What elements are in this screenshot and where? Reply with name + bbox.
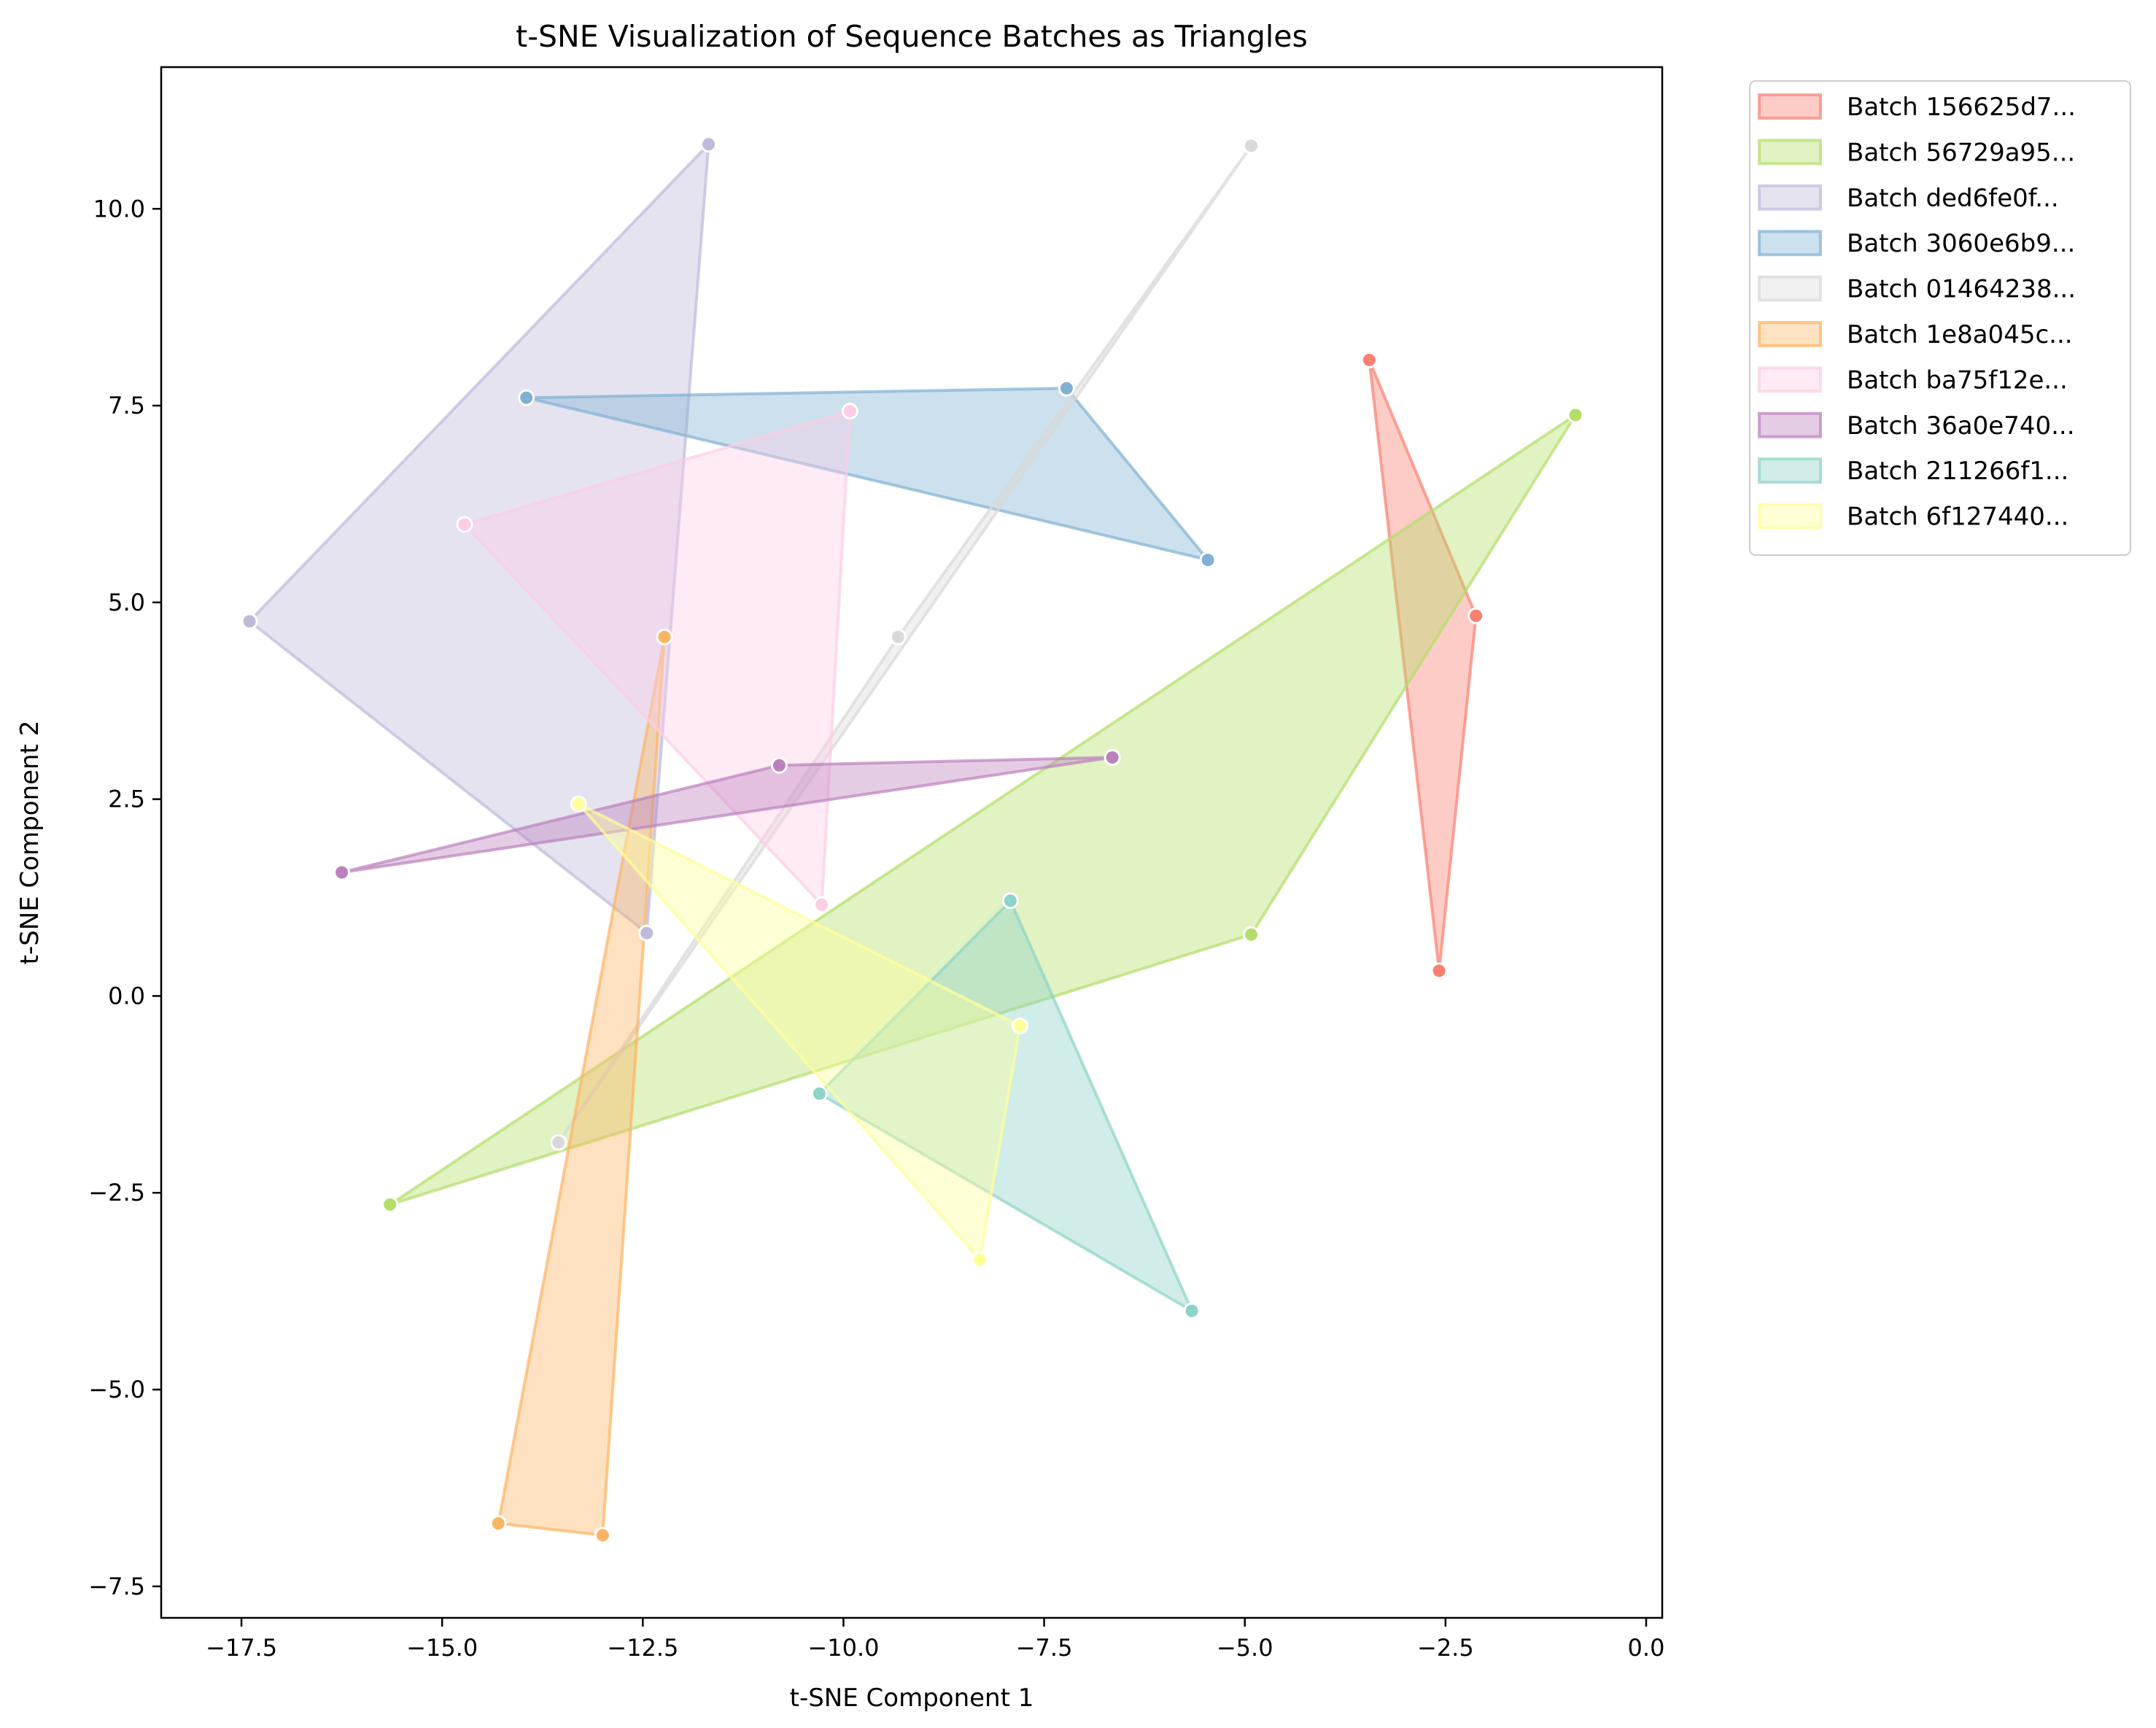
point-batch-1-2 [381,1196,399,1213]
triangle-batch-4 [557,144,1253,1144]
y-tick-label: 10.0 [93,195,145,222]
legend-swatch [1758,366,1822,393]
y-tick-label: 7.5 [108,392,145,419]
triangle-batch-9 [577,802,1022,1261]
x-tick-label: 0.0 [1628,1634,1665,1662]
point-batch-6-2 [813,896,831,913]
legend-swatch [1758,321,1822,347]
triangle-batch-3 [524,387,1210,562]
legend-label: Batch 211266f1... [1847,457,2068,486]
point-batch-3-0 [1058,379,1075,397]
point-batch-4-2 [550,1134,567,1151]
legend-swatch [1758,139,1822,166]
point-batch-8-2 [1183,1302,1201,1320]
point-batch-6-0 [841,403,858,420]
triangle-batch-6 [463,409,852,907]
legend-label: Batch 156625d7... [1847,93,2076,122]
y-axis-title: t-SNE Component 2 [15,721,44,965]
point-batch-5-2 [594,1527,611,1544]
y-tick-label: −7.5 [88,1573,145,1600]
triangle-batch-0 [1368,358,1478,972]
legend-frame [1749,80,2131,556]
point-batch-1-1 [1243,926,1260,943]
x-tick-label: −15.0 [406,1634,478,1662]
legend-label: Batch 6f127440... [1847,503,2068,532]
legend-swatch [1758,411,1822,438]
legend-label: Batch 1e8a045c... [1847,320,2073,349]
legend-swatch [1758,93,1822,120]
y-tick-label: 5.0 [108,589,145,616]
x-tick-label: −2.5 [1417,1634,1474,1662]
point-batch-0-2 [1430,962,1448,980]
point-batch-2-2 [638,924,656,942]
point-batch-4-0 [1243,137,1260,155]
point-batch-2-1 [241,613,258,630]
point-batch-6-1 [456,516,473,533]
point-batch-7-2 [333,864,351,881]
triangles-layer [248,142,1578,1537]
plot-area [161,67,1662,1618]
point-batch-0-0 [1360,352,1378,368]
legend-items: Batch 156625d7... Batch 56729a95... Batch … [1758,93,2076,532]
point-batch-1-0 [1567,406,1584,424]
x-tick-label: −7.5 [1016,1634,1073,1662]
point-batch-4-1 [889,628,907,646]
legend-label: Batch ded6fe0f... [1847,184,2059,213]
legend-swatch [1758,230,1822,257]
x-tick-label: −17.5 [206,1634,277,1662]
triangle-batch-5 [497,635,666,1537]
point-batch-8-1 [810,1085,828,1102]
point-batch-9-0 [570,795,587,813]
x-tick-label: −10.0 [807,1634,879,1662]
plot-frame [160,66,1664,1619]
legend-swatch [1758,275,1822,302]
legend-label: Batch 36a0e740... [1847,411,2075,441]
markers-layer [241,136,1584,1544]
point-batch-5-1 [489,1515,507,1532]
point-batch-3-1 [518,389,535,406]
y-tick-label: −5.0 [88,1376,145,1403]
legend-swatch [1758,503,1822,530]
legend-label: Batch ba75f12e... [1847,365,2068,395]
point-batch-9-2 [972,1251,988,1268]
y-tick-label: 0.0 [108,982,145,1010]
x-axis-ticks: −17.5 −15.0 −12.5 −10.0 −7.5 −5.0 −2.5 0.0 [206,1618,1664,1662]
x-tick-label: −5.0 [1217,1634,1273,1662]
point-batch-5-0 [656,628,673,646]
triangle-batch-1 [388,414,1578,1206]
triangle-batch-7 [340,756,1114,874]
point-batch-7-1 [770,756,788,774]
y-tick-label: 2.5 [108,786,145,813]
legend-swatch [1758,457,1822,484]
point-batch-0-1 [1467,607,1485,624]
legend-swatch [1758,184,1822,211]
y-axis-ticks: −7.5 −5.0 −2.5 0.0 2.5 5.0 7.5 10.0 [88,195,161,1600]
legend: Batch 156625d7... Batch 56729a95... Batch … [1749,80,2131,556]
legend-label: Batch 3060e6b9... [1847,229,2075,258]
legend-label: Batch 01464238... [1847,275,2076,304]
legend-label: Batch 56729a95... [1847,138,2075,167]
x-axis-title: t-SNE Component 1 [790,1684,1034,1713]
point-batch-9-1 [1012,1018,1029,1034]
point-batch-3-2 [1199,551,1217,569]
point-batch-7-0 [1104,748,1121,766]
point-batch-8-0 [1001,892,1019,910]
point-batch-2-0 [700,136,718,153]
x-tick-label: −12.5 [607,1634,678,1662]
y-tick-label: −2.5 [88,1179,145,1206]
chart-title: t-SNE Visualization of Sequence Batches … [516,19,1308,54]
